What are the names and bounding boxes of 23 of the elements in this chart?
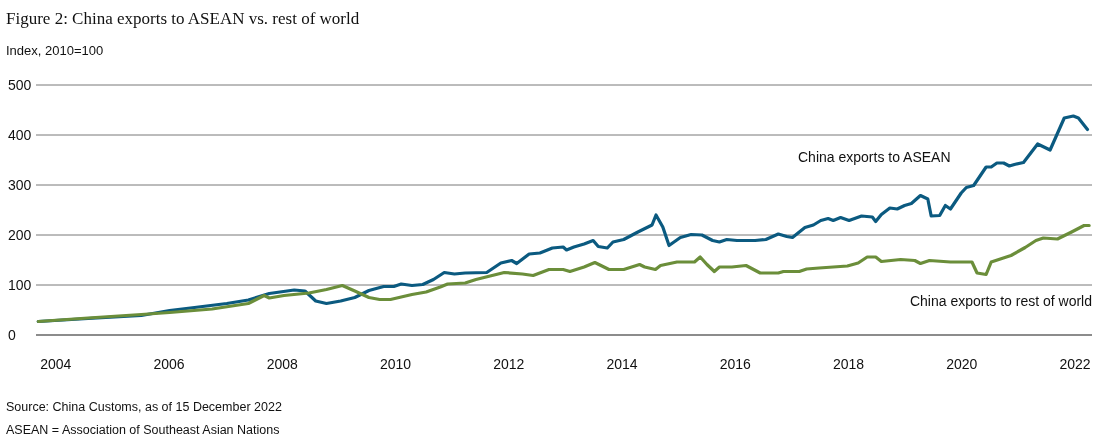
- y-tick-label: 300: [8, 177, 32, 193]
- line-series: [36, 223, 1091, 324]
- x-tick-label: 2016: [719, 356, 752, 372]
- x-tick-label: 2006: [153, 356, 185, 372]
- x-tick-label: 2020: [946, 356, 978, 372]
- x-tick-label: 2022: [1059, 356, 1091, 372]
- y-tick-label: 0: [8, 327, 16, 343]
- y-tick-label: 200: [8, 227, 32, 243]
- chart-title: Figure 2: China exports to ASEAN vs. rest of world: [6, 9, 360, 28]
- series-label: China exports to ASEAN: [798, 149, 951, 165]
- x-tick-label: 2012: [493, 356, 525, 372]
- x-tick-label: 2008: [266, 356, 299, 372]
- x-tick-label: 2004: [40, 356, 72, 372]
- source-note: Source: China Customs, as of 15 December 2022: [6, 400, 282, 414]
- text: China exports to rest of world: [909, 293, 1092, 309]
- x-tick-label: 2014: [606, 356, 638, 372]
- y-tick-label: 500: [8, 77, 32, 93]
- x-tick-label: 2010: [379, 356, 412, 372]
- x-tick-label: 2018: [832, 356, 865, 372]
- y-tick-label: 100: [8, 277, 32, 293]
- text: ASEAN = Association of Southeast Asian Nations: [6, 423, 280, 437]
- y-axis-title: Index, 2010=100: [6, 43, 104, 58]
- y-tick-label: 400: [8, 127, 32, 143]
